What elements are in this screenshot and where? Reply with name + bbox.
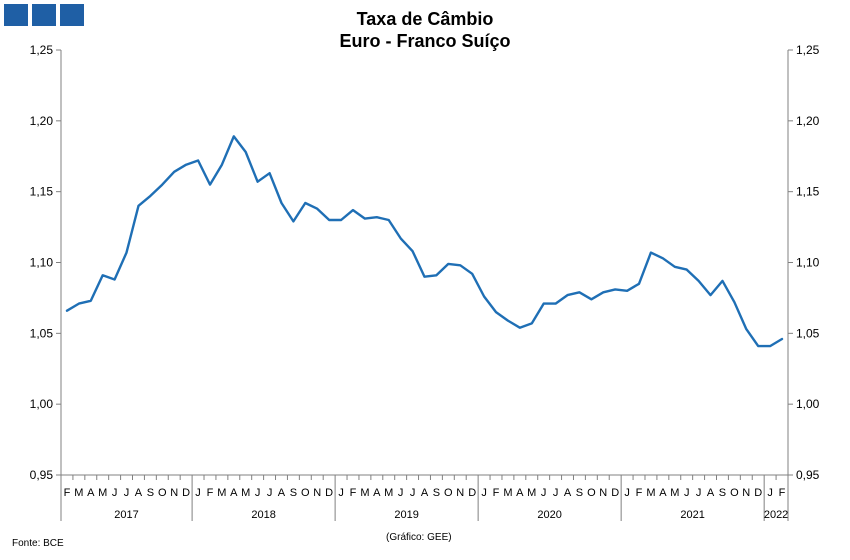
- x-month-label: F: [64, 487, 71, 499]
- x-year-label: 2021: [680, 509, 704, 521]
- x-month-label: F: [779, 487, 786, 499]
- x-year-label: 2018: [251, 509, 275, 521]
- logo-block: [32, 4, 56, 26]
- x-month-label: M: [241, 487, 250, 499]
- x-month-label: A: [373, 487, 381, 499]
- x-month-label: F: [350, 487, 357, 499]
- x-month-label: M: [527, 487, 536, 499]
- x-month-label: S: [433, 487, 440, 499]
- x-month-label: A: [421, 487, 429, 499]
- x-month-label: D: [325, 487, 333, 499]
- x-month-label: J: [195, 487, 201, 499]
- x-month-label: A: [659, 487, 667, 499]
- x-month-label: J: [767, 487, 773, 499]
- x-month-label: S: [719, 487, 726, 499]
- y-tick-label-left: 1,10: [30, 256, 54, 270]
- x-month-label: J: [255, 487, 261, 499]
- x-month-label: S: [147, 487, 154, 499]
- x-month-label: M: [217, 487, 226, 499]
- y-tick-label-right: 1,10: [796, 256, 820, 270]
- x-month-label: A: [230, 487, 238, 499]
- x-month-label: N: [599, 487, 607, 499]
- x-month-label: F: [493, 487, 500, 499]
- y-tick-label-right: 1,20: [796, 114, 820, 128]
- x-month-label: F: [636, 487, 643, 499]
- x-month-label: O: [444, 487, 453, 499]
- x-month-label: M: [670, 487, 679, 499]
- x-year-label: 2019: [394, 509, 418, 521]
- x-month-label: J: [624, 487, 630, 499]
- x-month-label: M: [74, 487, 83, 499]
- y-tick-label-right: 1,00: [796, 397, 820, 411]
- x-month-label: D: [754, 487, 762, 499]
- x-year-label: 2017: [114, 509, 138, 521]
- x-month-label: N: [313, 487, 321, 499]
- x-month-label: J: [124, 487, 130, 499]
- logo-block: [4, 4, 28, 26]
- x-month-label: J: [267, 487, 273, 499]
- y-tick-label-right: 1,15: [796, 185, 820, 199]
- x-month-label: S: [290, 487, 297, 499]
- logo: [4, 4, 84, 26]
- title-line-1: Taxa de Câmbio: [356, 9, 494, 29]
- x-month-label: J: [481, 487, 487, 499]
- x-month-label: A: [135, 487, 143, 499]
- x-month-label: O: [730, 487, 739, 499]
- x-month-label: J: [553, 487, 559, 499]
- y-tick-label-left: 1,20: [30, 114, 54, 128]
- x-month-label: O: [158, 487, 167, 499]
- x-year-label: 2020: [537, 509, 561, 521]
- x-month-label: O: [587, 487, 596, 499]
- x-month-label: N: [742, 487, 750, 499]
- logo-block: [60, 4, 84, 26]
- x-month-label: J: [410, 487, 416, 499]
- x-month-label: A: [564, 487, 572, 499]
- x-month-label: D: [182, 487, 190, 499]
- x-month-label: J: [112, 487, 118, 499]
- x-month-label: D: [468, 487, 476, 499]
- y-tick-label-right: 0,95: [796, 468, 820, 482]
- source-note: Fonte: BCE: [12, 538, 64, 549]
- x-month-label: A: [707, 487, 715, 499]
- x-month-label: D: [611, 487, 619, 499]
- y-tick-label-left: 1,05: [30, 326, 54, 340]
- x-month-label: J: [696, 487, 702, 499]
- x-month-label: A: [278, 487, 286, 499]
- x-month-label: J: [398, 487, 404, 499]
- x-year-label: 2022: [764, 509, 788, 521]
- y-tick-label-left: 0,95: [30, 468, 54, 482]
- y-tick-label-left: 1,25: [30, 43, 54, 57]
- y-tick-label-left: 1,15: [30, 185, 54, 199]
- x-month-label: O: [301, 487, 310, 499]
- x-month-label: M: [98, 487, 107, 499]
- y-tick-label-left: 1,00: [30, 397, 54, 411]
- y-tick-label-right: 1,25: [796, 43, 820, 57]
- x-month-label: F: [207, 487, 214, 499]
- x-month-label: S: [576, 487, 583, 499]
- series-line: [65, 135, 784, 348]
- x-month-label: J: [541, 487, 547, 499]
- chart-title: Taxa de Câmbio Euro - Franco Suíço: [0, 8, 850, 52]
- credit-note: (Gráfico: GEE): [386, 532, 452, 543]
- x-month-label: A: [516, 487, 524, 499]
- x-month-label: M: [646, 487, 655, 499]
- x-month-label: N: [170, 487, 178, 499]
- x-month-label: M: [384, 487, 393, 499]
- x-month-label: J: [684, 487, 690, 499]
- x-month-label: N: [456, 487, 464, 499]
- x-month-label: M: [503, 487, 512, 499]
- x-month-label: M: [360, 487, 369, 499]
- x-month-label: A: [87, 487, 95, 499]
- x-month-label: J: [338, 487, 344, 499]
- title-line-2: Euro - Franco Suíço: [339, 31, 511, 51]
- y-tick-label-right: 1,05: [796, 326, 820, 340]
